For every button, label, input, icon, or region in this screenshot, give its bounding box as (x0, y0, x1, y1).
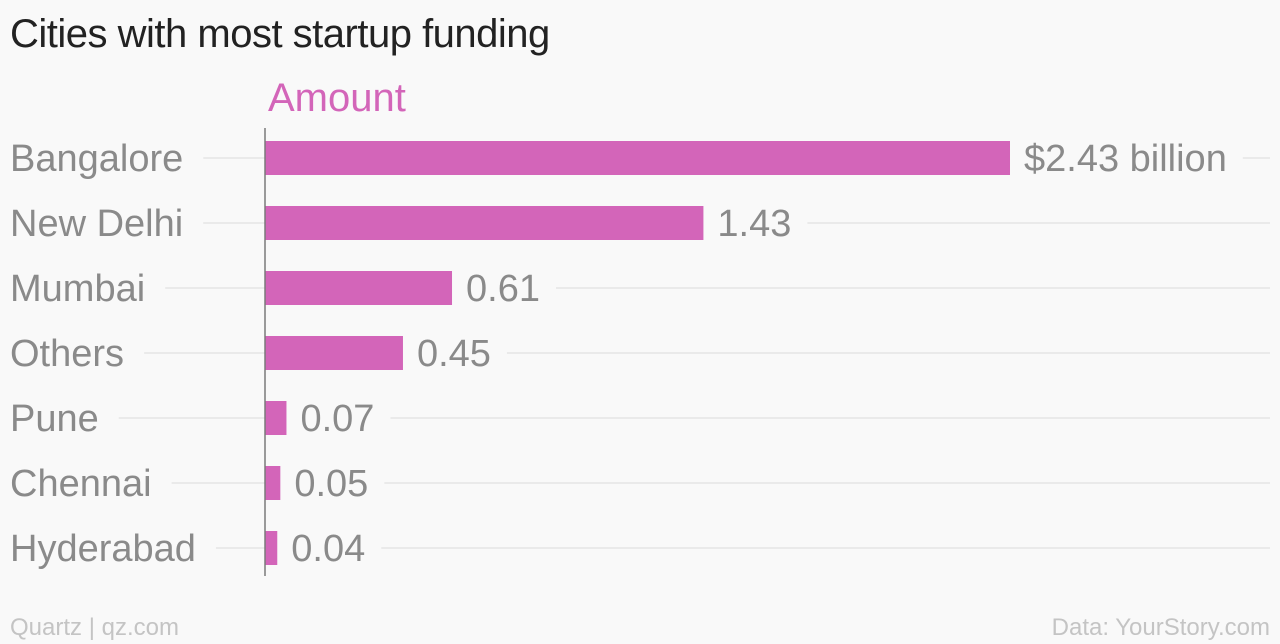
footer-credit: Quartz | qz.com (10, 614, 179, 641)
value-label: 1.43 (717, 203, 791, 245)
value-label: 0.07 (300, 398, 374, 440)
series-label: Amount (268, 76, 406, 120)
category-label: Chennai (10, 463, 152, 505)
bar-chennai (265, 466, 281, 500)
value-label: 0.61 (466, 268, 540, 310)
category-label: Others (10, 333, 124, 375)
category-label: Bangalore (10, 138, 183, 180)
bar-hyderabad (265, 531, 278, 565)
value-label: $2.43 billion (1024, 138, 1227, 180)
category-label: Pune (10, 398, 99, 440)
chart-title: Cities with most startup funding (10, 12, 550, 56)
bar-mumbai (265, 271, 453, 305)
bar-others (265, 336, 403, 370)
category-label: New Delhi (10, 203, 183, 245)
value-label: 0.04 (291, 528, 365, 570)
bar-new-delhi (265, 206, 704, 240)
category-label: Hyderabad (10, 528, 196, 570)
category-label: Mumbai (10, 268, 145, 310)
bar-pune (265, 401, 287, 435)
bar-bangalore (265, 141, 1010, 175)
value-label: 0.05 (294, 463, 368, 505)
value-label: 0.45 (417, 333, 491, 375)
footer-data-source: Data: YourStory.com (1051, 614, 1270, 641)
